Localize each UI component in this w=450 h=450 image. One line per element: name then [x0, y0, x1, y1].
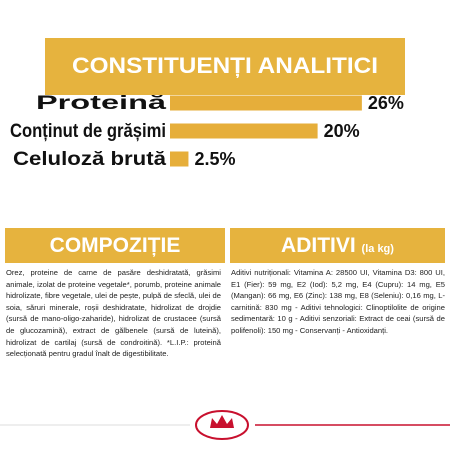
bar [170, 151, 189, 167]
additives-unit: (la kg) [361, 243, 394, 255]
chart: CONSTITUENȚI ANALITICI Proteină 26% Conțin… [10, 38, 405, 170]
bar [170, 123, 318, 139]
composition-title: COMPOZIȚIE [49, 234, 181, 257]
additives-title: ADITIVI [281, 234, 356, 257]
composition-header: COMPOZIȚIE [5, 228, 225, 263]
bar [170, 95, 362, 111]
chart-title: CONSTITUENȚI ANALITICI [72, 53, 378, 78]
value-label: 26% [368, 93, 404, 113]
value-label: 20% [324, 121, 360, 141]
composition-text: Orez, proteine de carne de pasăre deshid… [6, 268, 221, 359]
category-label: Conținut de grășimi [10, 121, 166, 142]
category-label: Celuloză brută [13, 149, 167, 170]
title-banner [45, 38, 405, 95]
footer [0, 410, 450, 440]
additives-text: Aditivi nutriționali: Vitamina A: 28500 … [231, 268, 445, 335]
category-label: Proteină [36, 93, 167, 114]
additives-header: ADITIVI (la kg) [230, 228, 445, 263]
logo-crown [210, 415, 234, 428]
value-label: 2.5% [194, 149, 235, 169]
